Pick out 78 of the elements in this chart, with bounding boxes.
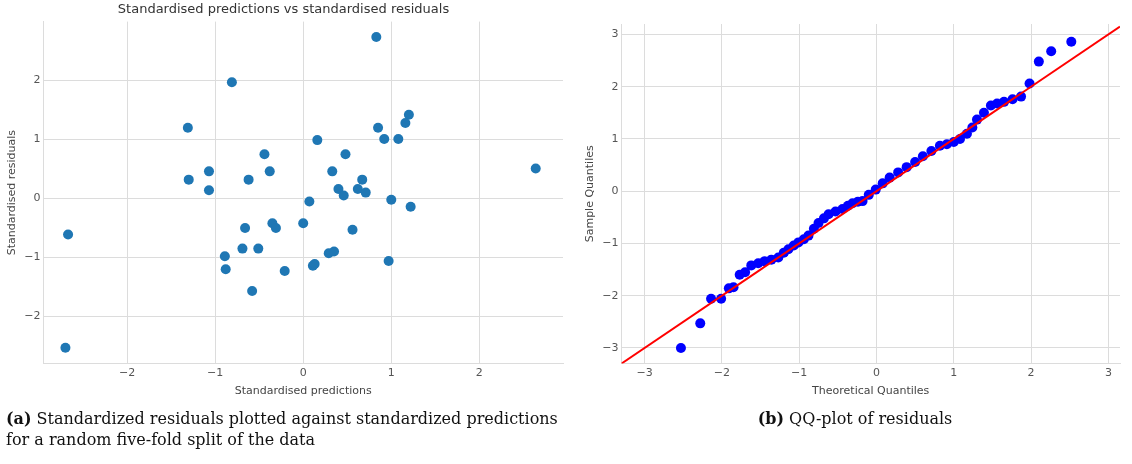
- point: [530, 163, 541, 174]
- x-tick-label: −1: [207, 366, 224, 380]
- x-tick-label: 2: [475, 366, 483, 380]
- point: [338, 190, 349, 201]
- x-tick-label: 0: [299, 366, 307, 380]
- point: [237, 243, 248, 254]
- y-tick-label: 0: [33, 191, 41, 205]
- point: [298, 218, 309, 229]
- point: [675, 342, 686, 353]
- y-tick-label: 0: [611, 184, 619, 198]
- point: [264, 166, 275, 177]
- text: (b) QQ-plot of residuals: [756, 408, 954, 429]
- point: [333, 184, 344, 195]
- point: [203, 185, 214, 196]
- text: (a) Standardized residuals plotted against standardized predictions for a random five-fold split of the data: [6, 408, 559, 450]
- x-tick-label: −2: [713, 366, 731, 380]
- x-axis-title: Standardised predictions: [234, 384, 372, 398]
- y-tick-label: 2: [611, 79, 619, 93]
- chart-title: Standardised predictions vs standardised residuals: [117, 1, 450, 17]
- point: [1066, 36, 1077, 47]
- point: [183, 174, 194, 185]
- point: [405, 201, 416, 212]
- y-tick-label: −3: [602, 340, 619, 354]
- y-tick-label: −2: [602, 288, 619, 302]
- point: [220, 264, 231, 275]
- point: [383, 256, 394, 266]
- point: [226, 77, 237, 88]
- point: [60, 342, 71, 353]
- point: [352, 184, 363, 195]
- point: [340, 149, 351, 160]
- y-axis-title: Standardised residuals: [5, 129, 19, 256]
- y-tick-label: −2: [24, 309, 41, 323]
- point: [357, 174, 368, 185]
- x-tick-label: 2: [1027, 366, 1035, 380]
- point: [695, 318, 706, 329]
- point: [400, 118, 411, 129]
- point: [63, 229, 74, 240]
- point: [403, 109, 414, 120]
- point: [247, 286, 258, 297]
- point: [240, 222, 251, 233]
- y-tick-label: 1: [33, 132, 41, 146]
- point: [243, 174, 254, 185]
- point: [393, 133, 404, 144]
- x-tick-label: −1: [791, 366, 808, 380]
- point: [203, 166, 214, 177]
- x-axis-title: Theoretical Quantiles: [811, 384, 930, 398]
- point: [253, 243, 264, 254]
- y-tick-label: 2: [33, 73, 41, 87]
- point: [1033, 56, 1044, 67]
- y-tick-label: 1: [611, 131, 619, 145]
- point: [270, 222, 281, 233]
- y-tick-label: −1: [24, 250, 41, 264]
- point: [259, 149, 270, 160]
- point: [379, 133, 390, 144]
- point: [329, 246, 340, 257]
- y-tick-label: 3: [611, 27, 619, 41]
- point: [371, 31, 382, 42]
- point: [312, 135, 323, 146]
- point: [219, 251, 230, 262]
- point: [1046, 46, 1057, 57]
- point: [740, 267, 751, 278]
- x-tick-label: 3: [1104, 366, 1112, 380]
- x-tick-label: 0: [873, 366, 881, 380]
- y-axis-title: Sample Quantiles: [583, 145, 597, 243]
- x-tick-label: 1: [387, 366, 395, 380]
- y-tick-label: −1: [602, 236, 619, 250]
- point: [978, 107, 989, 118]
- x-tick-label: −3: [636, 366, 653, 380]
- point: [360, 187, 371, 198]
- point: [327, 166, 338, 177]
- point: [347, 224, 358, 235]
- point: [386, 194, 397, 205]
- point: [182, 122, 193, 133]
- point: [279, 266, 290, 277]
- x-tick-label: 1: [950, 366, 958, 380]
- point: [304, 196, 315, 207]
- x-tick-label: −2: [118, 366, 136, 380]
- point: [373, 122, 384, 133]
